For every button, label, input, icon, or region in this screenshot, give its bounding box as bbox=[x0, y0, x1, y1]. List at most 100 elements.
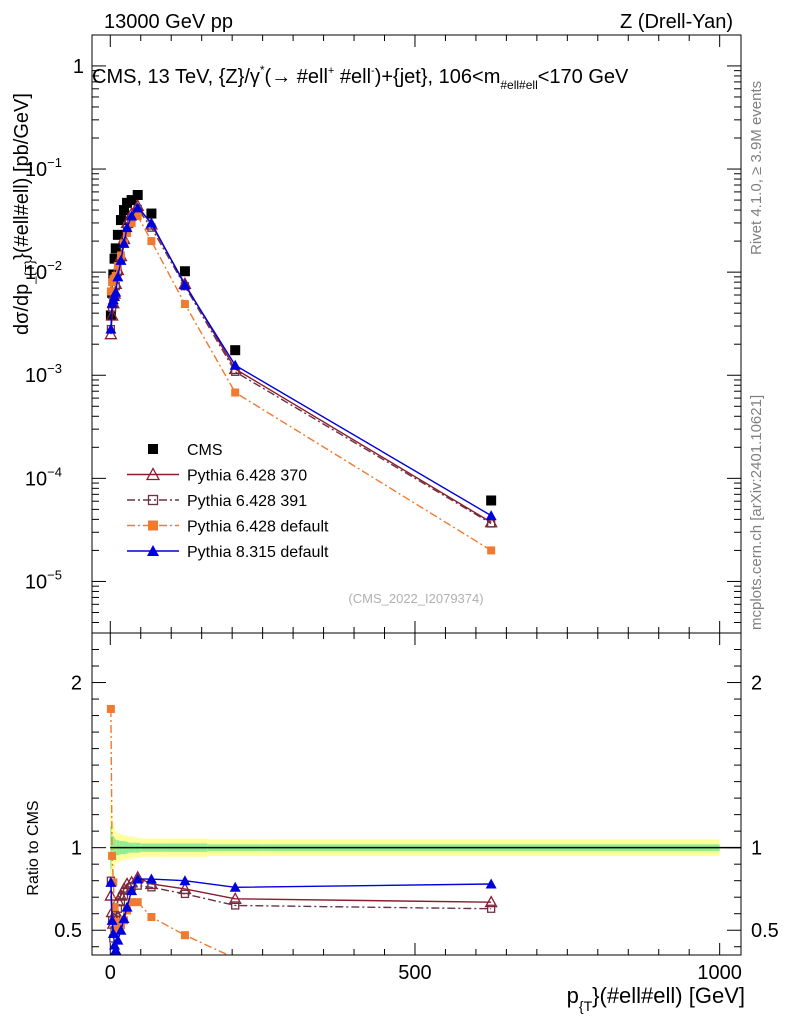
series-pythia-6-428-default-point bbox=[487, 546, 496, 555]
series-pythia-8-315-default-ratio-point bbox=[115, 924, 127, 935]
series-pythia-8-315-default-ratio-point bbox=[105, 876, 117, 887]
series-cms-point bbox=[109, 253, 120, 264]
legend-pythia-6-428-391-marker bbox=[147, 494, 159, 506]
x-axis-label: p{T}(#ell#ell) [GeV] bbox=[567, 983, 745, 1014]
main-series bbox=[104, 189, 498, 555]
main-y-axis-label: dσ/dp_{T}}(#ell#ell) [pb/GeV] bbox=[11, 93, 37, 335]
y-tick-label: 10−4 bbox=[25, 464, 62, 490]
series-pythia-6-428-default-ratio-point bbox=[133, 898, 142, 907]
series-pythia-6-428-default-ratio-line bbox=[110, 708, 230, 955]
series-pythia-8-315-default-point bbox=[105, 323, 117, 334]
legend-cms-label: CMS bbox=[187, 442, 223, 459]
series-pythia-6-428-default-ratio-point bbox=[110, 903, 119, 912]
series-pythia-8-315-default-point bbox=[179, 279, 191, 290]
y-tick-label: 10−3 bbox=[25, 361, 62, 387]
legend: CMS Pythia 6.428 370 Pythia 6.428 391 Pythi… bbox=[127, 442, 329, 561]
ratio-y-tick-label-right: 1 bbox=[751, 838, 762, 860]
series-pythia-8-315-default-point bbox=[485, 510, 497, 521]
series-pythia-6-428-391-ratio-point bbox=[231, 901, 240, 910]
series-pythia-8-315-default-point bbox=[126, 210, 138, 221]
series-pythia-8-315-default-ratio-point bbox=[110, 944, 122, 955]
process-label: Z (Drell-Yan) bbox=[620, 11, 733, 33]
series-pythia-8-315-default-point bbox=[118, 237, 130, 248]
series-cms-point bbox=[126, 195, 137, 206]
legend-pythia-8-315-default-marker bbox=[147, 545, 159, 556]
series-pythia-8-315-default-point bbox=[110, 286, 122, 297]
series-pythia-8-315-default-ratio-point bbox=[112, 934, 124, 945]
series-pythia-6-428-370-ratio-point bbox=[178, 882, 192, 895]
series-cms-point bbox=[179, 266, 190, 277]
series-pythia-8-315-default-ratio-point bbox=[132, 873, 144, 884]
series-pythia-8-315-default-ratio-point bbox=[118, 913, 130, 924]
legend-pythia-6-428-370-label: Pythia 6.428 370 bbox=[187, 468, 307, 485]
series-pythia-6-428-370-point bbox=[105, 308, 119, 321]
series-pythia-8-315-default-point bbox=[121, 222, 133, 233]
legend-pythia-6-428-default-marker bbox=[148, 520, 158, 531]
series-pythia-8-315-default-ratio-point bbox=[485, 878, 497, 889]
series-pythia-6-428-default-ratio-point bbox=[147, 913, 156, 922]
series-cms-point bbox=[110, 243, 121, 254]
series-pythia-8-315-default-point bbox=[145, 217, 157, 228]
series-pythia-6-428-default-point bbox=[113, 261, 122, 270]
y-tick-label: 10−2 bbox=[25, 258, 62, 284]
series-pythia-8-315-default-ratio-point bbox=[145, 873, 157, 884]
series-cms-point bbox=[115, 215, 126, 226]
ratio-frame bbox=[91, 632, 742, 956]
series-pythia-8-315-default-ratio-point bbox=[121, 901, 133, 912]
legend-pythia-8-315-default-label: Pythia 8.315 default bbox=[187, 544, 329, 561]
series-pythia-6-428-391-ratio-point bbox=[147, 883, 156, 892]
series-pythia-8-315-default-ratio-point bbox=[179, 875, 191, 886]
series-pythia-6-428-370-point bbox=[104, 327, 118, 340]
series-pythia-8-315-default-ratio-line bbox=[110, 878, 492, 951]
series-pythia-6-428-391-ratio-point bbox=[180, 889, 190, 899]
legend-pythia-6-428-default-label: Pythia 6.428 default bbox=[187, 519, 329, 536]
series-pythia-8-315-default-point bbox=[112, 271, 124, 282]
series-pythia-8-315-default-ratio-point bbox=[229, 881, 241, 892]
y-tick-label: 10−5 bbox=[25, 567, 62, 593]
x-tick-label: 500 bbox=[398, 962, 431, 984]
x-tick-label: 1000 bbox=[697, 962, 742, 984]
series-cms-point bbox=[112, 229, 123, 240]
series-pythia-6-428-default-point bbox=[133, 212, 142, 221]
ratio-y-tick-label: 2 bbox=[71, 673, 82, 695]
series-pythia-8-315-default-point bbox=[115, 254, 127, 265]
rivet-label: Rivet 4.1.0, ≥ 3.9M events bbox=[748, 81, 765, 255]
ratio-y-tick-label: 1 bbox=[71, 838, 82, 860]
series-pythia-6-428-default-ratio-point bbox=[180, 931, 189, 940]
series-pythia-8-315-default-ratio-point bbox=[126, 885, 138, 896]
series-pythia-6-428-391-ratio-point bbox=[487, 904, 496, 913]
main-title: CMS, 13 TeV, {Z}/γ*(→ #ell+ #ell-)+{jet}… bbox=[92, 63, 629, 92]
series-cms-point bbox=[132, 189, 143, 200]
y-tick-label: 10−1 bbox=[25, 155, 62, 181]
series-pythia-6-428-default-point bbox=[231, 388, 240, 397]
series-pythia-6-428-default-ratio-point bbox=[127, 898, 136, 907]
series-pythia-8-315-default-ratio-point bbox=[106, 914, 118, 925]
ratio-y-tick-label: 0.5 bbox=[54, 920, 82, 942]
x-tick-label: 0 bbox=[105, 962, 116, 984]
energy-label: 13000 GeV pp bbox=[104, 11, 233, 33]
series-pythia-8-315-default-point bbox=[229, 359, 241, 370]
ratio-y-tick-label-right: 0.5 bbox=[751, 920, 779, 942]
main-panel: 1 10−1 10−2 10−3 10−4 10−5 bbox=[25, 34, 742, 634]
ratio-y-axis-label: Ratio to CMS bbox=[25, 800, 42, 895]
series-pythia-6-428-default-point bbox=[180, 300, 189, 309]
legend-pythia-6-428-391-label: Pythia 6.428 391 bbox=[187, 493, 307, 510]
series-pythia-8-315-default-ratio-point bbox=[107, 928, 119, 939]
series-pythia-8-315-default-point bbox=[132, 202, 144, 213]
y-tick-label: 1 bbox=[73, 56, 84, 78]
watermark: (CMS_2022_I2079374) bbox=[348, 591, 483, 606]
series-cms-point bbox=[486, 495, 497, 506]
series-cms-point bbox=[230, 345, 241, 356]
ratio-y-tick-label-right: 2 bbox=[751, 673, 762, 695]
mcplots-url-label: mcplots.cern.ch [arXiv:2401.10621] bbox=[748, 395, 765, 630]
series-pythia-6-428-default-ratio-point bbox=[106, 704, 115, 713]
series-pythia-6-428-default-point bbox=[127, 218, 136, 227]
series-pythia-6-428-default-ratio-point bbox=[108, 851, 117, 860]
legend-cms-marker bbox=[148, 444, 158, 454]
series-pythia-6-428-370-ratio-point bbox=[484, 895, 498, 908]
series-cms-point bbox=[118, 205, 129, 216]
series-pythia-6-428-370-ratio-point bbox=[228, 892, 242, 905]
series-pythia-6-428-391-ratio-line bbox=[110, 880, 492, 939]
ratio-panel: 0 500 1000 0.5 0.5 1 1 2 2 bbox=[54, 632, 779, 984]
